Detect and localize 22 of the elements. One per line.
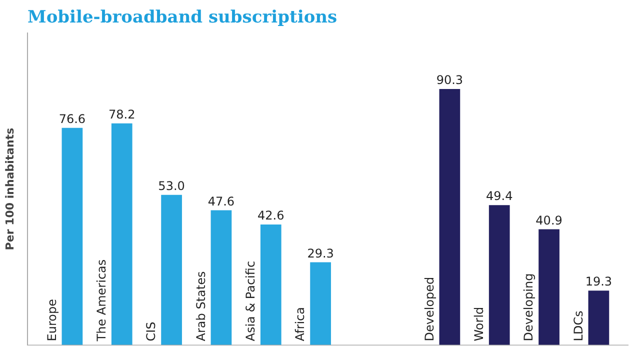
x-tick-label: Developing <box>522 273 536 342</box>
data-label: 19.3 <box>585 274 612 289</box>
data-label: 90.3 <box>436 72 464 87</box>
data-label: 47.6 <box>208 194 235 208</box>
chart-title: Mobile-broadband subscriptions <box>28 8 338 28</box>
x-tick-label: The Americas <box>94 259 108 342</box>
data-label: 29.3 <box>307 246 334 260</box>
data-label: 40.9 <box>536 213 562 228</box>
x-tick-label: Asia & Pacific <box>243 260 258 342</box>
data-label: 42.6 <box>258 208 284 222</box>
data-label: 49.4 <box>486 189 513 204</box>
x-tick-label: CIS <box>144 322 158 342</box>
x-tick-label: Europe <box>44 299 59 342</box>
x-tick-label: Developed <box>422 276 436 342</box>
data-label: 76.6 <box>58 112 86 126</box>
x-tick-label: LDCs <box>571 310 586 342</box>
x-tick-label: World <box>472 306 486 342</box>
data-label: 53.0 <box>158 178 185 193</box>
y-axis-title: Per 100 inhabitants <box>4 127 16 250</box>
x-tick-label: Africa <box>293 307 308 342</box>
x-tick-label: Arab States <box>194 271 208 342</box>
data-label: 78.2 <box>108 107 136 122</box>
